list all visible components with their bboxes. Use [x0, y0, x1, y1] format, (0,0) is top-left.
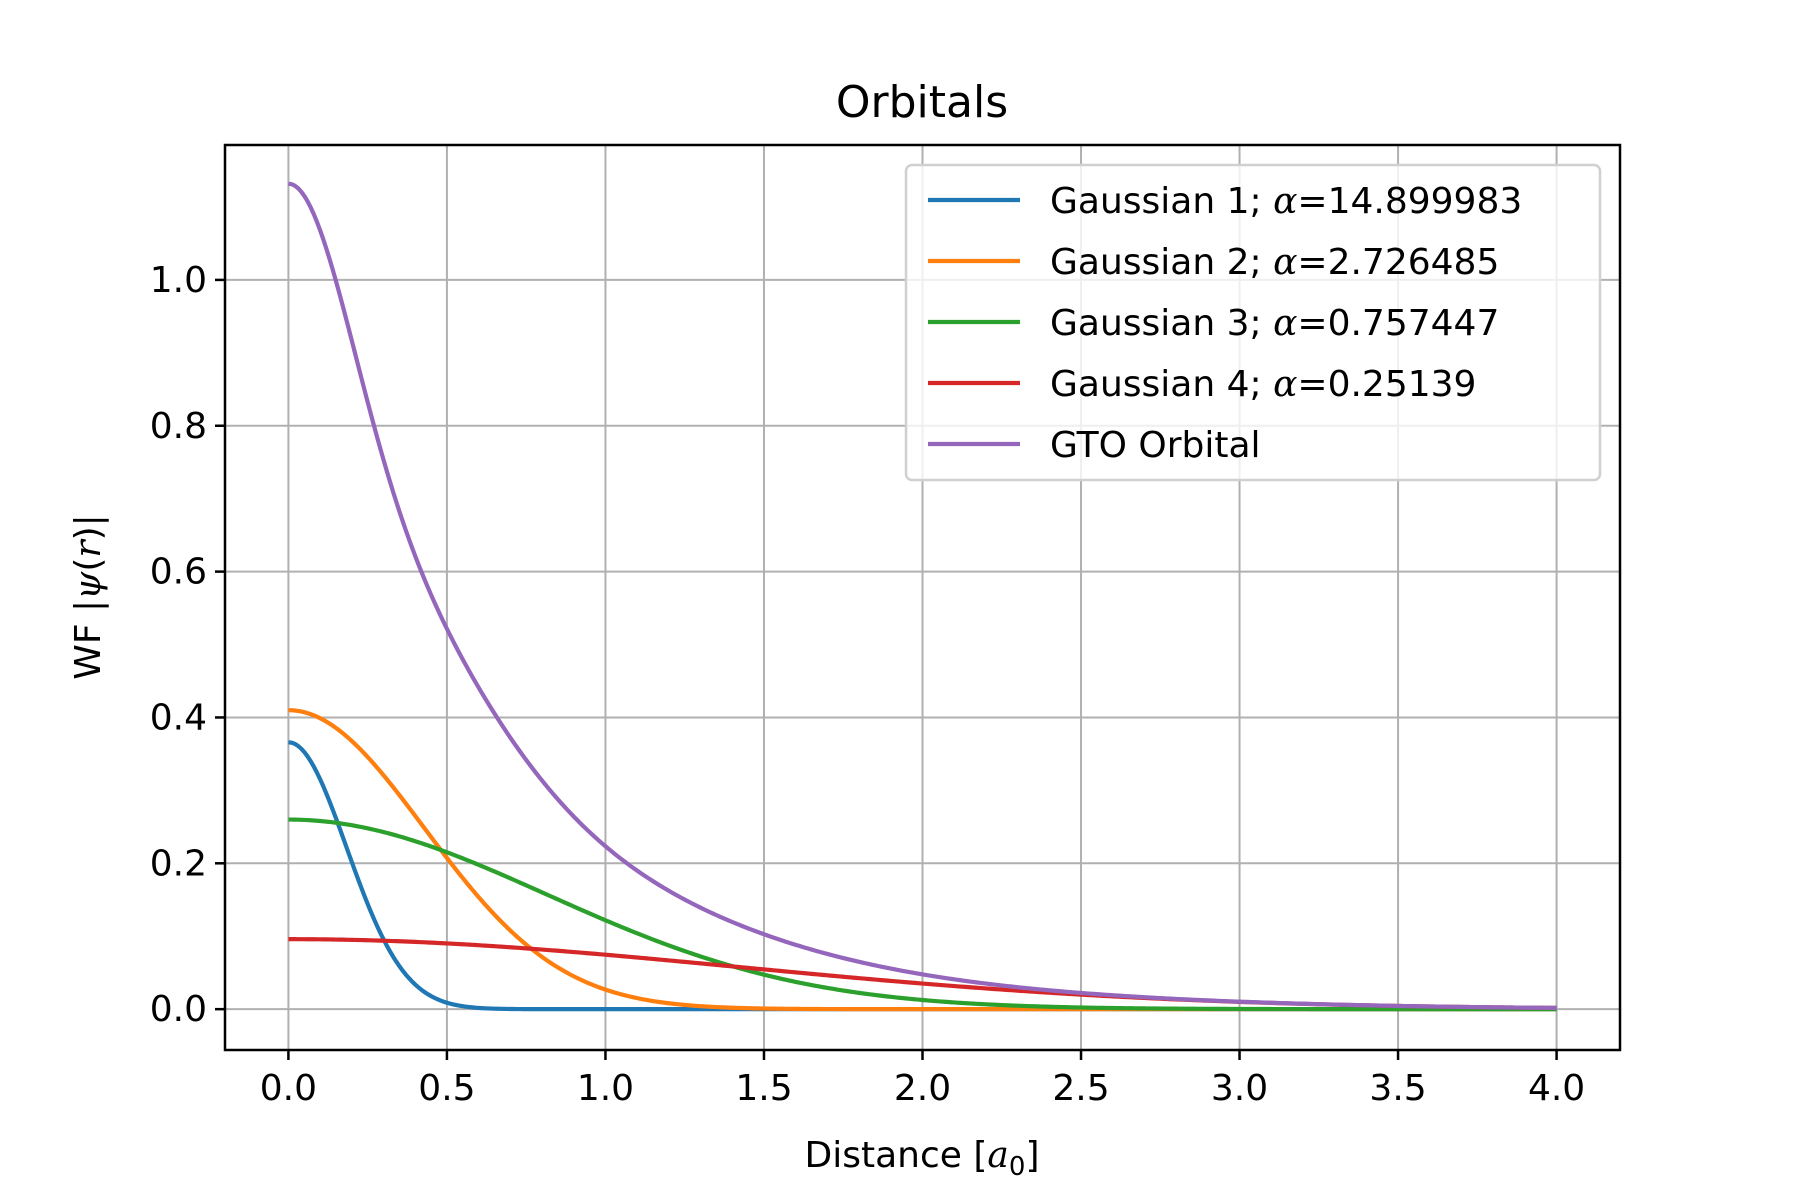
legend-label-3: Gaussian 3; α=0.757447 [1050, 303, 1499, 344]
legend-label-symbol: α [1273, 364, 1297, 405]
x-tick-label: 2.0 [894, 1068, 951, 1109]
x-tick-label: 4.0 [1528, 1068, 1585, 1109]
legend-box [904, 163, 1602, 482]
series-line-3 [288, 817, 1557, 1012]
series-line-5 [288, 181, 1557, 1011]
legend-label-4: Gaussian 4; α=0.25139 [1050, 364, 1476, 405]
y-axis-label-arg: r [68, 539, 109, 558]
x-axis-label-text: Distance [805, 1135, 962, 1176]
legend-label-prefix: Gaussian 4; [1050, 364, 1273, 405]
y-tick-label: 0.0 [150, 989, 207, 1030]
series-lines [288, 181, 1557, 1012]
legend-label-prefix: GTO Orbital [1050, 425, 1261, 466]
chart-title: Orbitals [836, 77, 1008, 128]
x-tick-label: 0.0 [260, 1068, 317, 1109]
legend-label-prefix: Gaussian 1; [1050, 181, 1273, 222]
x-axis-unit-symbol: a [987, 1135, 1008, 1176]
y-tick-label: 1.0 [150, 260, 207, 301]
y-axis-label: WF |ψ(r)| [68, 514, 109, 680]
legend-label-value: =14.899983 [1297, 181, 1522, 222]
x-axis-label: Distance [a0] [805, 1135, 1040, 1182]
y-tick-label: 0.8 [150, 406, 207, 447]
y-tick-label: 0.4 [150, 697, 207, 738]
legend-label-prefix: Gaussian 2; [1050, 242, 1273, 283]
y-tick-label: 0.6 [150, 552, 207, 593]
y-axis-label-symbol: ψ [68, 571, 109, 600]
x-tick-label: 1.5 [735, 1068, 792, 1109]
y-tick-label: 0.2 [150, 843, 207, 884]
y-axis-label-text: WF [68, 623, 109, 679]
legend-label-prefix: Gaussian 3; [1050, 303, 1273, 344]
x-axis-ticks: 0.0 0.5 1.0 1.5 2.0 2.5 3.0 3.5 4.0 [260, 1050, 1585, 1109]
y-axis-ticks: 0.0 0.2 0.4 0.6 0.8 1.0 [150, 260, 225, 1030]
legend-label-symbol: α [1273, 303, 1297, 344]
x-tick-label: 2.5 [1052, 1068, 1109, 1109]
legend-label-2: Gaussian 2; α=2.726485 [1050, 242, 1499, 283]
legend-label-value: =0.757447 [1297, 303, 1499, 344]
legend-label-symbol: α [1273, 181, 1297, 222]
legend-label-value: =0.25139 [1297, 364, 1476, 405]
legend-label-value: =2.726485 [1297, 242, 1499, 283]
legend-label-1: Gaussian 1; α=14.899983 [1050, 181, 1522, 222]
legend-label-5: GTO Orbital [1050, 425, 1261, 466]
x-tick-label: 3.0 [1211, 1068, 1268, 1109]
x-tick-label: 1.0 [577, 1068, 634, 1109]
legend-label-symbol: α [1273, 242, 1297, 283]
x-tick-label: 3.5 [1369, 1068, 1426, 1109]
x-tick-label: 0.5 [418, 1068, 475, 1109]
x-axis-unit-subscript: 0 [1009, 1152, 1026, 1182]
